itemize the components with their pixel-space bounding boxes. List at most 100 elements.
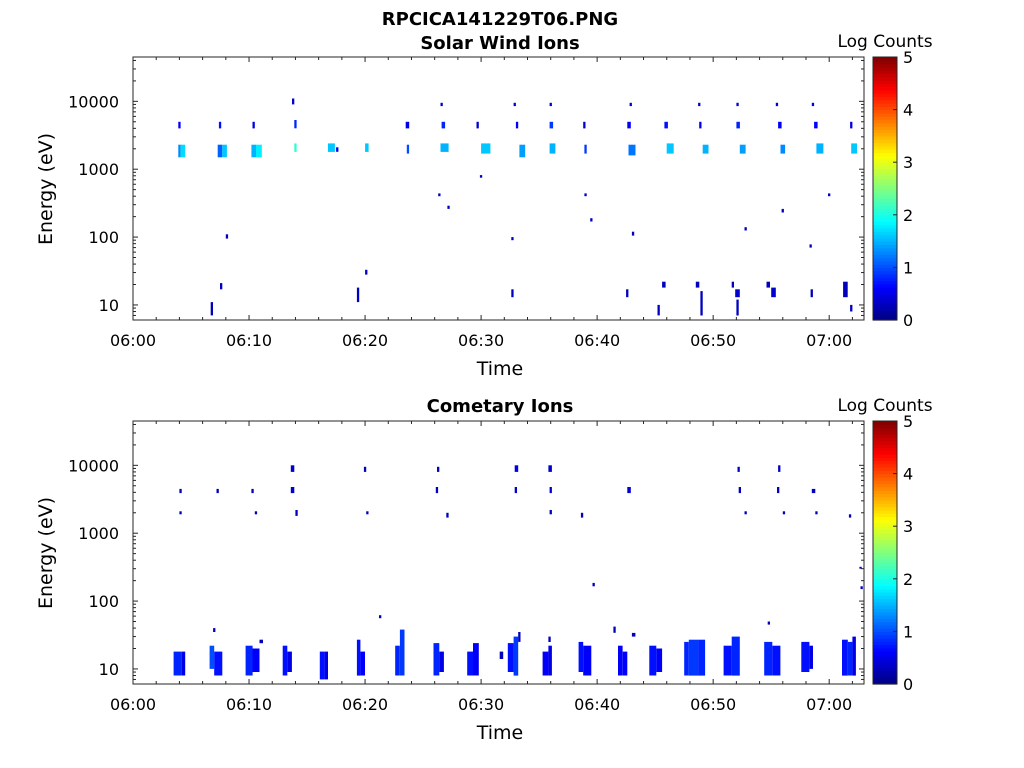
- y-axis-label: Energy (eV): [35, 497, 57, 609]
- spectrogram-cell: [518, 632, 521, 642]
- colorbar-band: [873, 155, 897, 160]
- spectrogram-cell: [514, 487, 517, 494]
- colorbar-band: [873, 605, 897, 609]
- colorbar-band: [873, 496, 897, 501]
- x-tick-label: 06:50: [690, 331, 736, 350]
- colorbar-title: Log Counts: [837, 396, 932, 416]
- axis-ticks: 06:00 06:10 06:20 06:30 06:40 06:50 07:00 10 100…: [68, 420, 865, 714]
- colorbar-frame: [872, 420, 898, 685]
- spectrogram-cell: [850, 304, 853, 312]
- colorbar-band: [873, 211, 897, 216]
- y-tick-label: 10: [99, 660, 119, 679]
- spectrogram-cell: [816, 143, 824, 154]
- spectrogram-cell: [700, 291, 703, 316]
- colorbar-band: [873, 175, 897, 180]
- spectrogram-cell: [859, 566, 862, 569]
- y-tick-label: 1000: [78, 160, 119, 179]
- spectrogram-cell: [251, 144, 256, 158]
- spectrogram-cell: [723, 645, 732, 676]
- spectrogram-cell: [513, 636, 519, 676]
- spectrogram-cell: [542, 651, 549, 676]
- colorbar-band: [873, 641, 897, 646]
- spectrogram-cell: [365, 269, 368, 275]
- spectrogram-cell: [777, 487, 780, 494]
- colorbar-band: [873, 126, 897, 130]
- colorbar-band: [873, 112, 897, 117]
- colorbar-band: [873, 73, 897, 78]
- colorbar-tick-label: 1: [903, 622, 913, 641]
- colorbar-band: [873, 559, 897, 563]
- spectrogram-cell: [735, 289, 740, 298]
- spectrogram-cell: [210, 302, 213, 316]
- spectrogram-cell: [778, 465, 781, 472]
- spectrogram-cell: [220, 283, 223, 290]
- spectrogram-cell: [584, 144, 587, 154]
- colorbar-band: [873, 273, 897, 278]
- colorbar-band: [873, 539, 897, 544]
- spectrogram-cell: [815, 511, 818, 515]
- colorbar-band: [873, 621, 897, 626]
- x-tick-label: 06:00: [110, 695, 156, 714]
- x-tick-label: 06:30: [458, 695, 504, 714]
- colorbar-band: [873, 57, 897, 61]
- spectrogram-cell: [406, 144, 410, 154]
- colorbar-band: [873, 280, 897, 285]
- colorbar-band: [873, 631, 897, 636]
- colorbar-tick-label: 4: [903, 101, 913, 120]
- spectrogram-cell: [365, 143, 369, 152]
- colorbar-band: [873, 444, 897, 448]
- spectrogram-cell: [775, 102, 779, 107]
- spectrogram-cell: [441, 121, 446, 129]
- colorbar-band: [873, 529, 897, 534]
- colorbar-band: [873, 440, 897, 445]
- spectrogram-cell: [850, 121, 853, 129]
- spectrogram-cell: [764, 641, 773, 676]
- spectrogram-cell: [511, 237, 514, 241]
- axis-ticks: 06:00 06:10 06:20 06:30 06:40 06:50 07:00 10 100…: [68, 56, 865, 350]
- colorbar-band: [873, 241, 897, 245]
- spectrogram-cell: [217, 144, 223, 158]
- spectrogram-cell: [366, 511, 369, 515]
- y-tick-label: 10000: [68, 456, 119, 475]
- spectrogram-cell: [592, 582, 595, 587]
- spectrogram-cell: [549, 487, 552, 494]
- colorbar-band: [873, 158, 897, 163]
- colorbar-band: [873, 142, 897, 147]
- colorbar-band: [873, 503, 897, 508]
- spectrogram-cell: [843, 281, 848, 298]
- spectrogram-cell: [225, 234, 229, 239]
- colorbar-band: [873, 674, 897, 679]
- colorbar-band: [873, 637, 897, 642]
- colorbar-band: [873, 221, 897, 226]
- x-tick-label: 06:40: [574, 331, 620, 350]
- colorbar-band: [873, 598, 897, 603]
- colorbar-band: [873, 654, 897, 659]
- spectrogram-cell: [437, 466, 440, 472]
- spectrogram-cell: [809, 244, 812, 248]
- spectrogram-cell: [583, 121, 586, 129]
- colorbar-band: [873, 611, 897, 616]
- colorbar-band: [873, 427, 897, 432]
- spectrogram-cell: [214, 651, 223, 676]
- spectrogram-cell: [181, 651, 186, 676]
- colorbar-band: [873, 257, 897, 262]
- spectrogram-cell: [622, 651, 628, 676]
- spectrogram-cell: [736, 299, 739, 316]
- colorbar-band: [873, 162, 897, 167]
- colorbar-band: [873, 614, 897, 619]
- colorbar-band: [873, 450, 897, 455]
- spectrogram-cell: [666, 143, 674, 154]
- colorbar-band: [873, 198, 897, 203]
- spectrogram-cell: [507, 643, 514, 672]
- spectrogram-cell: [631, 632, 636, 637]
- spectrogram-cell: [549, 510, 552, 515]
- colorbar-band: [873, 516, 897, 521]
- spectrogram-cell: [447, 205, 450, 209]
- spectrogram-cell: [778, 121, 782, 129]
- spectrogram-cell: [842, 639, 848, 676]
- colorbar-band: [873, 634, 897, 639]
- spectrogram-cell: [851, 143, 857, 154]
- spectrogram-cell: [282, 645, 288, 676]
- colorbar-band: [873, 457, 897, 462]
- spectrogram-cell: [590, 218, 593, 222]
